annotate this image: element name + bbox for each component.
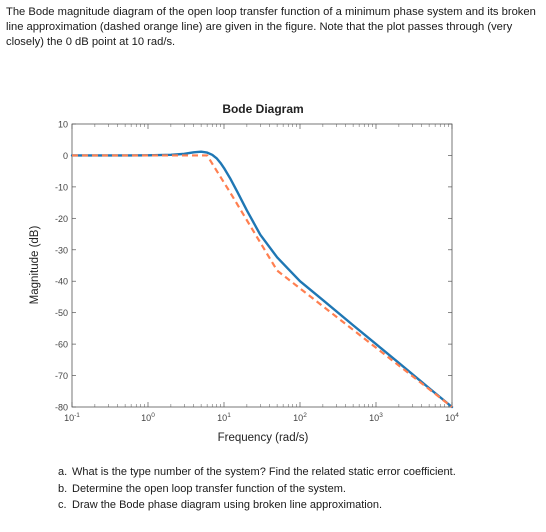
x-tick-label: 104 [445, 412, 459, 423]
y-axis-label: Magnitude (dB) [29, 226, 41, 305]
question-letter: b. [58, 482, 68, 495]
question-letter: c. [58, 499, 67, 511]
bode-magnitude-plot: Bode Diagram 100-10-20-30-40-50-60-70-80… [29, 102, 459, 444]
problem-statement: The Bode magnitude diagram of the open l… [6, 6, 536, 48]
x-tick-label: 102 [293, 412, 307, 423]
question-item: b. Determine the open loop transfer funct… [58, 481, 456, 498]
plot-area [71, 123, 453, 408]
question-letter: a. [58, 466, 68, 478]
approximation-line [72, 154, 453, 408]
question-text: Draw the Bode phase diagram using broken… [72, 499, 383, 511]
y-tick-label: -50 [55, 308, 68, 318]
question-item: c. Draw the Bode phase diagram using brok… [58, 497, 456, 514]
y-tick-label: -10 [55, 182, 68, 192]
y-tick-label: -30 [55, 245, 68, 255]
chart-title: Bode Diagram [222, 102, 303, 116]
x-tick-label: 103 [369, 412, 383, 423]
y-tick-label: 10 [58, 120, 68, 130]
series-group [70, 150, 454, 409]
question-item: a. What is the type number of the system?… [58, 464, 456, 481]
question-text: What is the type number of the system? F… [72, 466, 456, 478]
question-list: a. What is the type number of the system?… [58, 464, 456, 514]
x-tick-label: 101 [217, 412, 231, 423]
y-tick-label: -20 [55, 214, 68, 224]
y-tick-label: -80 [55, 403, 68, 413]
y-tick-label: -60 [55, 340, 68, 350]
y-tick-label: -40 [55, 277, 68, 287]
x-tick-label: 100 [141, 412, 155, 423]
x-tick-label: 10-1 [64, 412, 80, 423]
x-axis-label: Frequency (rad/s) [218, 432, 309, 444]
magnitude-curve [70, 150, 454, 409]
question-text: Determine the open loop transfer functio… [72, 482, 346, 495]
y-tick-label: 0 [63, 151, 68, 161]
y-tick-label: -70 [55, 371, 68, 381]
